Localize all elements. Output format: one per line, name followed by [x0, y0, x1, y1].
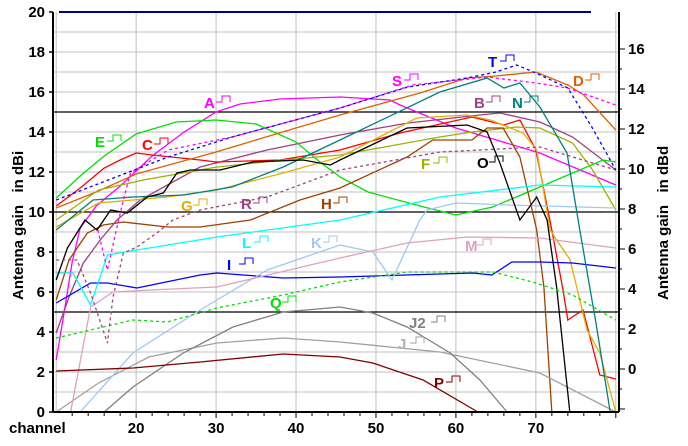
series-label-r: R [241, 196, 252, 213]
y-tick-label-left: 20 [28, 4, 45, 21]
series-label-i: I [227, 257, 231, 274]
series-line-d [55, 71, 617, 209]
y-tick-label-left: 8 [37, 244, 45, 261]
y-tick-label-left: 0 [37, 404, 45, 421]
y-tick-label-left: 18 [28, 44, 45, 61]
callout-pointer [585, 73, 600, 81]
series-line-f [55, 126, 617, 221]
series-label-b: B [474, 95, 485, 112]
callout-pointer [333, 196, 348, 204]
x-tick-label: 60 [448, 420, 465, 437]
callout-pointer [486, 95, 501, 103]
series-label-s: S [392, 73, 402, 90]
series-line-c [55, 116, 616, 380]
series-line-q [56, 271, 617, 339]
series-line-b [55, 112, 617, 334]
series-line-n [55, 77, 611, 413]
y-tick-label-right: 10 [628, 161, 645, 178]
series-label-d: D [573, 73, 584, 90]
callout-pointer [500, 54, 515, 62]
series-label-p: P [434, 375, 444, 392]
x-tick-label: 30 [208, 420, 225, 437]
callout-pointer [477, 238, 492, 246]
y-tick-label-right: 12 [628, 121, 645, 138]
reference-lines [53, 111, 619, 313]
series-label-g: G [181, 198, 193, 215]
y-tick-label-right: 6 [628, 241, 636, 258]
callout-pointer [254, 235, 269, 243]
y-axis-title-right: Antenna gain in dBd [655, 146, 672, 300]
callout-pointer [446, 375, 461, 383]
y-tick-label-right: 8 [628, 201, 636, 218]
series-line-j [55, 337, 617, 413]
y-tick-label-left: 2 [37, 364, 45, 381]
series-line-j2 [103, 306, 508, 413]
series-label-c: C [142, 137, 153, 154]
y-tick-label-left: 6 [37, 284, 45, 301]
y-tick-label-right: 2 [628, 321, 636, 338]
series-label-f: F [421, 156, 430, 173]
series-labels: A B C D E F G H I JJ2 K L M N O P Q R S T [95, 54, 600, 392]
y-tick-label-right: 16 [628, 41, 645, 58]
x-tick-label: 40 [288, 420, 305, 437]
series-label-j: J [398, 336, 406, 353]
callout-pointer [489, 155, 504, 163]
x-tick-label: 70 [528, 420, 545, 437]
axes: 0 2 4 6 8 10 12 14 16 18 20 0 2 4 6 8 10 12 14 16 20 30 40 50 60… [28, 4, 645, 437]
series-line-h [55, 127, 553, 413]
y-axis-title-left: Antenna gain in dBi [10, 151, 27, 300]
series-line-m [69, 236, 616, 413]
callout-pointer [323, 235, 338, 243]
x-axis-title: channel [9, 420, 66, 437]
y-tick-label-left: 12 [28, 164, 45, 181]
callout-pointer [216, 95, 231, 103]
callout-pointer [404, 73, 419, 81]
y-tick-label-right: 14 [628, 81, 645, 98]
callout-pointer [107, 134, 122, 142]
callout-pointer [431, 315, 446, 323]
series-label-m: M [465, 238, 478, 255]
y-tick-label-left: 4 [37, 324, 46, 341]
callout-pointer [282, 295, 297, 303]
callout-pointer [154, 137, 169, 145]
y-tick-label-left: 16 [28, 84, 45, 101]
series-label-o: O [477, 155, 489, 172]
callout-pointer [253, 196, 268, 204]
series-label-k: K [311, 235, 322, 252]
series-label-h: H [321, 196, 332, 213]
series-label-q: Q [270, 295, 282, 312]
series-line-k [79, 202, 616, 413]
series-lines [55, 64, 617, 413]
y-tick-label-left: 14 [28, 124, 45, 141]
series-label-e: E [95, 134, 105, 151]
series-line-a [55, 96, 617, 361]
series-label-n: N [512, 95, 523, 112]
series-label-l: L [242, 235, 251, 252]
x-tick-label: 20 [128, 420, 145, 437]
series-label-a: A [204, 95, 215, 112]
callout-pointer [239, 257, 254, 265]
series-line-s [97, 76, 617, 271]
series-label-t: T [488, 54, 497, 71]
callout-pointer [524, 95, 539, 103]
callout-pointer [433, 156, 448, 164]
series-label-j2: J2 [409, 315, 426, 332]
callout-pointer [410, 336, 425, 344]
series-line-o [55, 124, 571, 413]
x-tick-label: 50 [368, 420, 385, 437]
series-line-i [55, 261, 616, 304]
callout-pointer [193, 198, 208, 206]
series-line-p [56, 353, 479, 413]
series-line-l [56, 184, 616, 307]
y-tick-label-right: 4 [628, 281, 637, 298]
y-tick-label-left: 10 [28, 204, 45, 221]
y-tick-label-right: 0 [628, 361, 636, 378]
series-line-r [56, 146, 616, 344]
